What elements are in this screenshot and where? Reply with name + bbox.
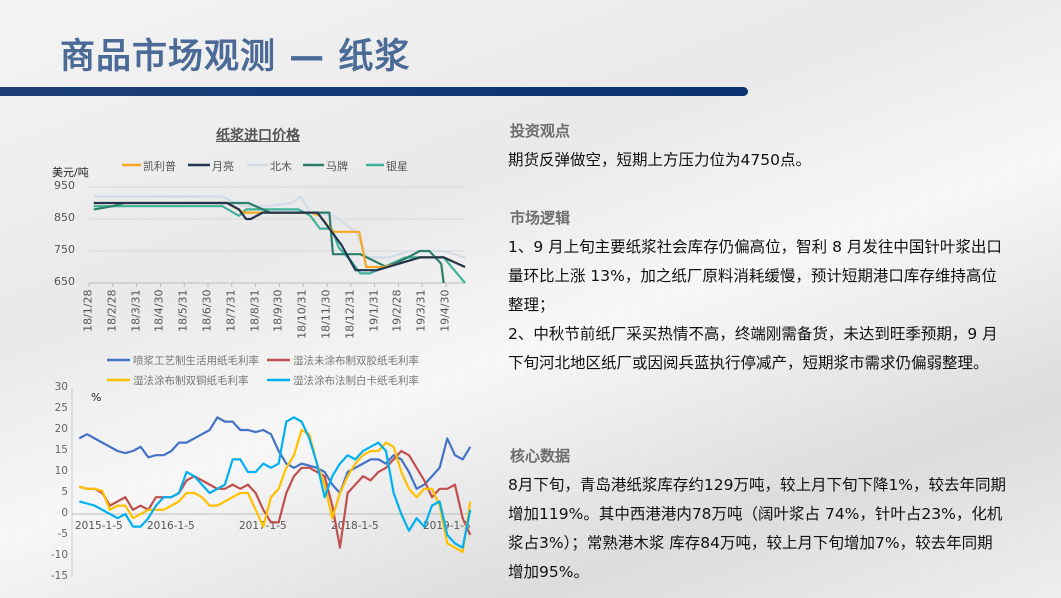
chart1-legend-label: 月亮 [212, 160, 234, 173]
chart2-legend-label: 湿法涂布法制白卡纸毛利率 [293, 375, 419, 387]
chart2-ylabel: % [91, 391, 102, 404]
section-heading-core: 核心数据 [510, 447, 571, 465]
chart1-legend-label: 银星 [386, 160, 408, 173]
chart1-ylabel: 美元/吨 [52, 166, 89, 179]
chart1-ytick-label: 650 [54, 275, 75, 288]
chart1-legend-label: 马牌 [326, 160, 348, 173]
chart2-legend-label: 喷浆工艺制生活用纸毛利率 [133, 355, 259, 367]
chart2-series-2 [79, 428, 472, 553]
title-bar [0, 87, 748, 96]
chart1-series-4 [93, 205, 466, 284]
chart2-series-0 [78, 416, 472, 495]
chart2-ytick-label: -10 [50, 549, 68, 561]
logic-paragraph-1: 1、9 月上旬主要纸浆社会库存仍偏高位，智利 8 月发往中国针叶浆出口量环比上涨… [508, 238, 1002, 314]
chart1-ytick-label: 750 [54, 243, 75, 256]
chart2-ytick-label: 5 [61, 486, 68, 498]
core-section: 核心数据 8月下旬，青岛港纸浆库存约129万吨，较上月下旬下降1%，较去年同期增… [508, 446, 1008, 587]
chart1-series-1 [93, 201, 466, 272]
chart2-legend-label: 湿法涂布制双铜纸毛利率 [133, 375, 249, 387]
chart2-ytick-label: 15 [54, 444, 68, 456]
section-heading-logic: 市场逻辑 [510, 209, 571, 227]
chart1-legend-label: 北木 [270, 160, 292, 173]
chart2-xtick-label: 2019-1-5 [423, 520, 471, 532]
chart1-ytick-label: 850 [54, 211, 75, 224]
chart2-ytick-label: -15 [50, 570, 68, 582]
chart1-ytick-label: 950 [54, 179, 75, 192]
chart2-legend-label: 湿法未涂布制双胶纸毛利率 [293, 355, 419, 367]
page-title: 商品市场观测 — 纸浆 [60, 37, 411, 77]
section-heading-view: 投资观点 [510, 122, 571, 140]
chart2-ytick-label: 20 [54, 423, 68, 435]
chart2-xtick-label: 2015-1-5 [75, 520, 123, 532]
logic-section: 市场逻辑 1、9 月上旬主要纸浆社会库存仍偏高位，智利 8 月发往中国针叶浆出口… [508, 208, 1008, 378]
chart2-ytick-label: 10 [54, 465, 68, 477]
chart1-series-2 [93, 195, 466, 259]
chart1-legend-label: 凯利普 [143, 160, 176, 173]
logic-paragraph-2: 2、中秋节前纸厂采买热情不高，终端刚需备货，未达到旺季预期，9 月下旬河北地区纸… [508, 325, 998, 372]
chart1-series-3 [93, 201, 445, 284]
chart2-series-3 [79, 416, 472, 549]
chart2-ytick-label: 0 [61, 507, 68, 519]
chart2-xtick-label: 2016-1-5 [147, 520, 195, 532]
view-section: 投资观点 期货反弹做空，短期上方压力位为4750点。 [508, 121, 1008, 175]
view-text: 期货反弹做空，短期上方压力位为4750点。 [508, 151, 811, 169]
chart2-ytick-label: 25 [54, 402, 68, 414]
core-data-text: 8月下旬，青岛港纸浆库存约129万吨，较上月下旬下降1%，较去年同期增加119%… [508, 476, 1007, 581]
chart1-title: 纸浆进口价格 [216, 128, 300, 144]
chart2-series-1 [79, 449, 472, 549]
chart2-ytick-label: 30 [54, 381, 68, 393]
chart2-ytick-label: -5 [57, 528, 68, 540]
